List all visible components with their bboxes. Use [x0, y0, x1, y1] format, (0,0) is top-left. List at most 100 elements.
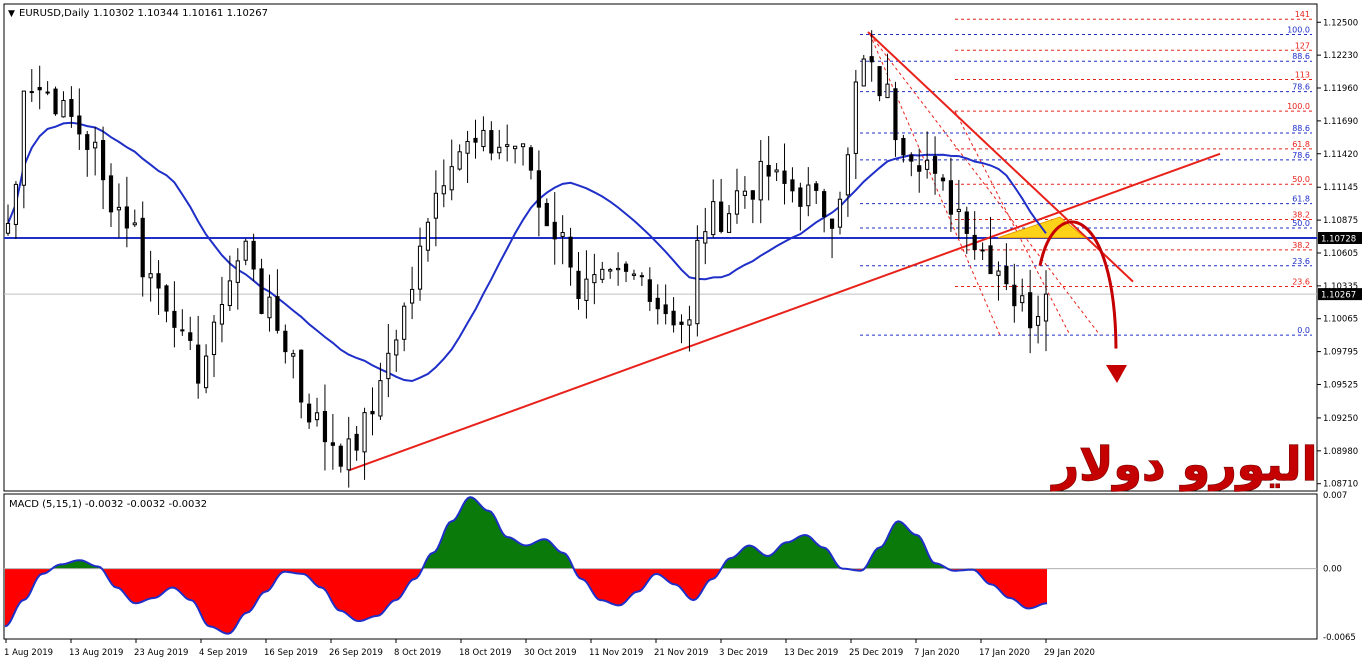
macd-signal-line[interactable] — [4, 496, 1048, 635]
candle[interactable] — [330, 413, 335, 470]
candle[interactable] — [885, 53, 890, 99]
candle[interactable] — [13, 181, 19, 239]
rising-trendline[interactable] — [348, 152, 1221, 472]
candle[interactable] — [1020, 278, 1025, 312]
candle[interactable] — [108, 163, 114, 227]
candle[interactable] — [552, 192, 557, 265]
candle[interactable] — [314, 397, 320, 427]
candle[interactable] — [378, 362, 383, 420]
candle[interactable] — [386, 324, 391, 398]
candle[interactable] — [1012, 263, 1017, 323]
candle[interactable] — [719, 179, 724, 234]
moving-average-line[interactable] — [7, 121, 1047, 383]
candle[interactable] — [227, 255, 232, 311]
candle[interactable] — [85, 130, 90, 177]
candle[interactable] — [972, 211, 977, 260]
candle[interactable] — [156, 260, 161, 315]
candle[interactable] — [536, 150, 541, 237]
candle[interactable] — [901, 134, 906, 163]
candle[interactable] — [306, 393, 312, 429]
candle[interactable] — [465, 130, 470, 183]
candle[interactable] — [616, 252, 621, 286]
candle[interactable] — [45, 81, 50, 96]
candle[interactable] — [798, 182, 803, 231]
falling-trendline[interactable] — [867, 31, 1134, 283]
candle[interactable] — [996, 261, 1001, 301]
candle[interactable] — [734, 168, 740, 224]
candle[interactable] — [243, 238, 248, 266]
candle[interactable] — [148, 250, 153, 302]
candle[interactable] — [655, 284, 660, 325]
candle[interactable] — [69, 86, 74, 128]
candle[interactable] — [711, 179, 716, 238]
candle[interactable] — [726, 205, 732, 233]
candle[interactable] — [679, 314, 684, 344]
candle[interactable] — [29, 69, 34, 103]
candle[interactable] — [782, 143, 787, 205]
candle[interactable] — [417, 227, 423, 301]
candle[interactable] — [61, 91, 66, 118]
candle[interactable] — [5, 204, 11, 236]
candle[interactable] — [964, 206, 969, 254]
candle[interactable] — [639, 272, 644, 286]
candle[interactable] — [37, 65, 42, 110]
candle[interactable] — [219, 276, 225, 343]
candle[interactable] — [980, 242, 985, 261]
candle[interactable] — [21, 90, 26, 209]
candle[interactable] — [608, 267, 613, 279]
candle[interactable] — [251, 233, 256, 282]
candle[interactable] — [893, 81, 898, 157]
candle[interactable] — [164, 284, 169, 323]
candle[interactable] — [837, 191, 843, 235]
candle[interactable] — [180, 309, 185, 336]
candle[interactable] — [481, 116, 486, 152]
candle[interactable] — [695, 225, 700, 337]
candle[interactable] — [188, 316, 193, 351]
candle[interactable] — [663, 284, 668, 325]
candle[interactable] — [425, 217, 431, 262]
candle[interactable] — [362, 407, 367, 480]
candle[interactable] — [822, 188, 827, 233]
candle[interactable] — [576, 252, 581, 310]
candle[interactable] — [410, 266, 415, 320]
candle[interactable] — [948, 157, 954, 232]
candle[interactable] — [544, 198, 549, 227]
candle[interactable] — [814, 180, 819, 205]
candle[interactable] — [869, 30, 874, 82]
candle[interactable] — [766, 136, 771, 201]
candle[interactable] — [925, 131, 930, 179]
candle[interactable] — [283, 324, 288, 364]
candle[interactable] — [568, 227, 573, 286]
candle[interactable] — [1004, 243, 1009, 291]
candle[interactable] — [631, 269, 637, 280]
candle[interactable] — [93, 127, 98, 176]
candle[interactable] — [845, 147, 851, 217]
candle[interactable] — [132, 209, 137, 228]
candle[interactable] — [1035, 295, 1041, 344]
candle[interactable] — [299, 349, 304, 419]
candle[interactable] — [750, 190, 755, 224]
candle[interactable] — [853, 69, 858, 180]
candle[interactable] — [354, 425, 359, 461]
candle[interactable] — [671, 297, 676, 333]
candle[interactable] — [473, 119, 478, 159]
candle[interactable] — [560, 215, 565, 265]
candle[interactable] — [235, 248, 240, 310]
candle[interactable] — [53, 86, 58, 116]
candle[interactable] — [338, 443, 343, 473]
candle[interactable] — [623, 261, 629, 283]
candle[interactable] — [259, 258, 264, 315]
candle[interactable] — [497, 129, 502, 160]
candle[interactable] — [275, 269, 280, 334]
candle[interactable] — [433, 170, 438, 247]
candle[interactable] — [196, 315, 201, 399]
candle[interactable] — [449, 139, 454, 201]
candle[interactable] — [441, 159, 446, 208]
candle[interactable] — [940, 174, 946, 191]
candle[interactable] — [267, 274, 272, 332]
candle[interactable] — [584, 250, 589, 319]
candle[interactable] — [909, 152, 914, 177]
candle[interactable] — [758, 140, 763, 224]
